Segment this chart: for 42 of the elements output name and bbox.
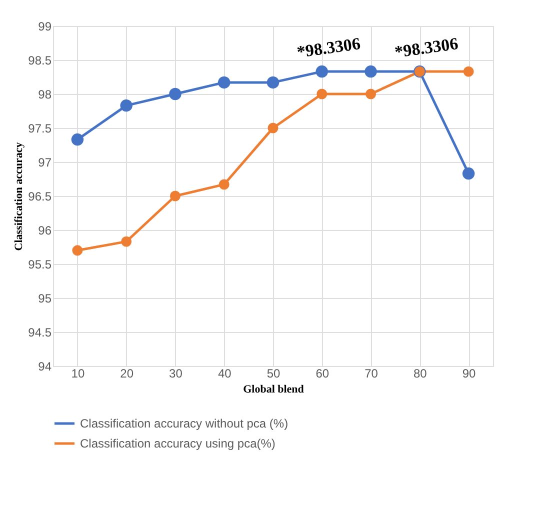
- point: [316, 88, 328, 100]
- y-tick-label: 97.5: [28, 122, 52, 136]
- annotation: *98.3306: [296, 34, 362, 62]
- point: [463, 66, 474, 77]
- y-tick-label: 96: [38, 224, 52, 238]
- y-tick-label: 95: [38, 292, 52, 306]
- point: [268, 122, 278, 134]
- point: [170, 190, 180, 202]
- point: [120, 99, 132, 112]
- y-tick-label: 97: [38, 156, 52, 170]
- x-tick-label: 70: [364, 366, 378, 380]
- x-tick-label: 40: [218, 366, 232, 380]
- y-tick-label: 98: [38, 88, 52, 102]
- legend-label: Classification accuracy using pca(%): [80, 436, 276, 450]
- x-tick-label: 90: [462, 366, 476, 380]
- point: [462, 167, 475, 180]
- x-tick-label: 30: [169, 366, 183, 380]
- y-tick-label: 98.5: [28, 54, 52, 68]
- y-tick-label: 99: [38, 20, 52, 34]
- x-tick-label: 10: [71, 366, 85, 380]
- y-axis-title: Classification accuracy: [13, 142, 26, 251]
- y-tick-label: 96.5: [28, 190, 52, 204]
- point: [366, 88, 376, 100]
- x-tick-label: 80: [413, 366, 428, 380]
- point: [364, 65, 377, 78]
- point: [72, 245, 83, 256]
- point: [266, 76, 280, 89]
- legend-label: Classification accuracy without pca (%): [80, 416, 288, 430]
- x-tick-label: 60: [316, 366, 330, 380]
- x-axis-title: Global blend: [243, 384, 304, 396]
- x-tick-label: 50: [266, 366, 280, 380]
- point: [316, 65, 328, 78]
- point: [218, 179, 230, 190]
- y-tick-label: 94: [38, 360, 52, 374]
- point: [169, 88, 182, 100]
- point: [218, 76, 230, 89]
- annotation: *98.3306: [394, 34, 460, 62]
- y-tick-label: 95.5: [28, 258, 52, 272]
- y-tick-label: 94.5: [28, 326, 52, 340]
- x-tick-label: 20: [120, 366, 134, 380]
- point: [121, 236, 132, 247]
- point: [71, 133, 84, 146]
